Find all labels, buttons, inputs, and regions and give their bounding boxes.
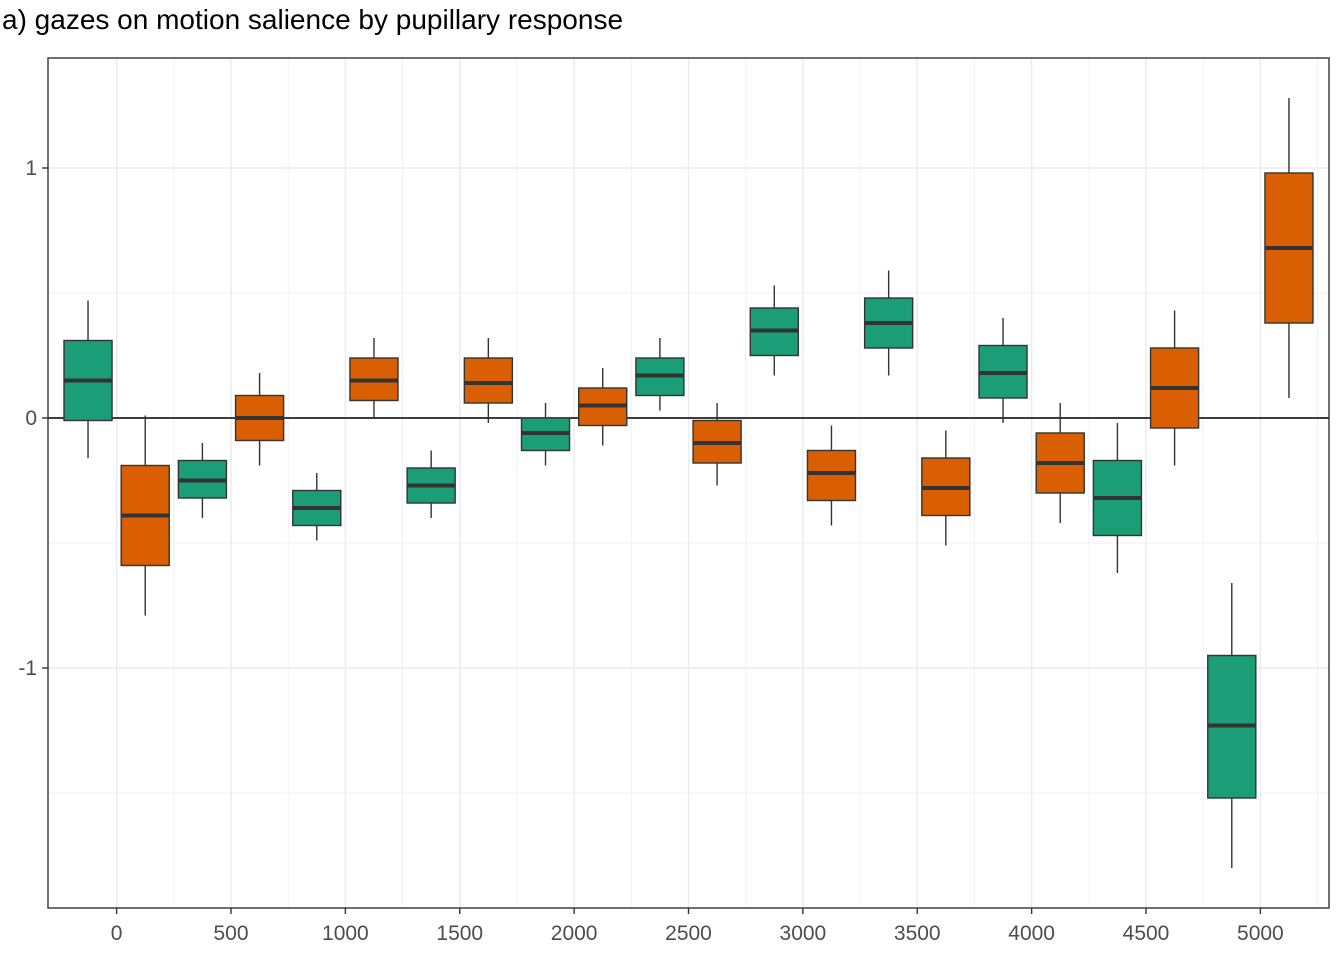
box-plot bbox=[1264, 98, 1314, 398]
box-plot bbox=[978, 318, 1028, 423]
x-tick-label: 2000 bbox=[551, 922, 598, 945]
y-tick-label: 1 bbox=[25, 157, 37, 180]
x-tick-label: 3500 bbox=[894, 922, 941, 945]
x-tick-label: 4000 bbox=[1008, 922, 1055, 945]
box-plot bbox=[1035, 403, 1085, 523]
box-plot bbox=[1092, 423, 1143, 573]
box-plot bbox=[863, 270, 914, 376]
box-plot bbox=[692, 403, 742, 486]
box-plot bbox=[234, 373, 285, 466]
box-plot bbox=[349, 338, 399, 418]
x-tick-label: 3000 bbox=[780, 922, 827, 945]
box-plot bbox=[63, 300, 113, 458]
x-tick-label: 1000 bbox=[322, 922, 369, 945]
chart-title: a) gazes on motion salience by pupillary… bbox=[2, 4, 624, 35]
box-plot bbox=[921, 430, 971, 546]
box-plot bbox=[806, 425, 857, 526]
box-iqr bbox=[806, 449, 857, 502]
box-layer bbox=[63, 98, 1314, 868]
x-axis: 0 500 1000 1500 2000 2500 3000 3500 4000 4500 5000 bbox=[111, 908, 1284, 945]
y-axis: -1 0 1 bbox=[18, 157, 48, 680]
x-tick-label: 4500 bbox=[1123, 922, 1170, 945]
box-plot bbox=[463, 338, 514, 423]
box-plot bbox=[177, 443, 228, 518]
box-plot bbox=[120, 415, 170, 616]
x-tick-label: 1500 bbox=[436, 922, 483, 945]
box-plot bbox=[635, 338, 685, 411]
box-plot bbox=[292, 473, 342, 541]
box-plot bbox=[578, 368, 628, 446]
box-plot bbox=[749, 285, 800, 376]
x-tick-label: 5000 bbox=[1237, 922, 1284, 945]
x-tick-label: 0 bbox=[111, 922, 123, 945]
y-tick-label: 0 bbox=[25, 407, 37, 430]
box-iqr bbox=[463, 357, 514, 404]
x-tick-label: 2500 bbox=[665, 922, 712, 945]
grid-lines bbox=[48, 58, 1329, 908]
box-plot bbox=[1149, 310, 1200, 466]
box-plot bbox=[1207, 583, 1257, 868]
y-tick-label: -1 bbox=[18, 657, 37, 680]
box-plot bbox=[520, 403, 571, 466]
box-plot bbox=[406, 450, 456, 518]
x-tick-label: 500 bbox=[213, 922, 248, 945]
